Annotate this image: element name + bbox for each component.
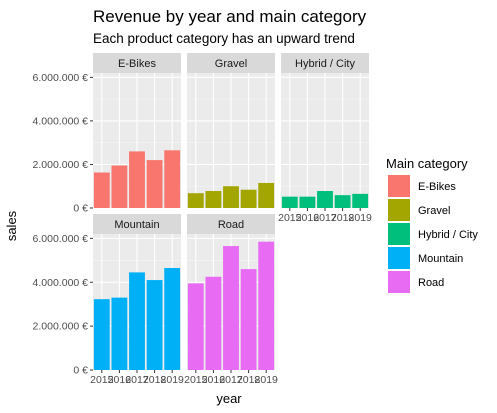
legend-title: Main category bbox=[386, 156, 468, 171]
legend-label-mountain: Mountain bbox=[418, 253, 463, 265]
bar-gravel-2016 bbox=[205, 191, 222, 208]
x-tick-label: 2016 bbox=[108, 374, 132, 386]
y-tick-label: 2.000.000 € bbox=[33, 321, 89, 333]
x-tick-label: 2019 bbox=[255, 374, 279, 386]
bar-hybrid-city-2017 bbox=[317, 191, 333, 208]
strip-gravel bbox=[187, 53, 275, 73]
legend-item-mountain: Mountain bbox=[388, 247, 463, 269]
bar-road-2018 bbox=[240, 269, 257, 370]
x-tick-label: 2015 bbox=[184, 374, 208, 386]
legend-swatch-mountain bbox=[388, 247, 410, 269]
bar-e-bikes-2018 bbox=[146, 160, 163, 208]
chart-subtitle: Each product category has an upward tren… bbox=[93, 31, 355, 46]
strip-label-hybrid-city: Hybrid / City bbox=[295, 58, 355, 70]
legend-item-road: Road bbox=[388, 271, 444, 293]
bar-e-bikes-2017 bbox=[129, 151, 145, 208]
bar-mountain-2017 bbox=[129, 272, 145, 370]
bar-e-bikes-2016 bbox=[111, 165, 128, 208]
bar-hybrid-city-2016 bbox=[299, 196, 316, 208]
bar-mountain-2016 bbox=[111, 297, 128, 370]
panel-gravel: Gravel bbox=[187, 53, 275, 209]
bar-gravel-2015 bbox=[187, 193, 204, 208]
legend-item-hybrid-city: Hybrid / City bbox=[388, 223, 478, 245]
y-tick-label: 2.000.000 € bbox=[33, 159, 89, 171]
strip-mountain bbox=[93, 214, 181, 234]
legend-label-hybrid-city: Hybrid / City bbox=[418, 229, 478, 241]
strip-hybrid-city bbox=[281, 53, 369, 73]
strip-label-e-bikes: E-Bikes bbox=[118, 58, 156, 70]
legend: E-Bikes Gravel Hybrid / City Mountain Road bbox=[388, 175, 478, 293]
x-tick-label: 2016 bbox=[296, 212, 320, 224]
bar-road-2015 bbox=[187, 283, 204, 370]
x-tick-label: 2017 bbox=[313, 212, 337, 224]
strip-label-road: Road bbox=[218, 219, 244, 231]
bar-gravel-2018 bbox=[240, 189, 257, 208]
x-axis-title: year bbox=[216, 391, 242, 406]
x-tick-label: 2018 bbox=[143, 374, 167, 386]
bar-gravel-2017 bbox=[223, 186, 239, 208]
legend-swatch-hybrid-city bbox=[388, 223, 410, 245]
legend-label-gravel: Gravel bbox=[418, 205, 450, 217]
bar-road-2016 bbox=[205, 276, 222, 370]
bar-e-bikes-2019 bbox=[164, 150, 181, 208]
x-tick-label: 2018 bbox=[331, 212, 355, 224]
legend-item-gravel: Gravel bbox=[388, 199, 450, 221]
strip-e-bikes bbox=[93, 53, 181, 73]
panel-e-bikes: E-Bikes 0 € 2.000.000 € 4.000.000 € 6.000.00… bbox=[33, 53, 181, 215]
bar-hybrid-city-2019 bbox=[352, 193, 369, 208]
bar-hybrid-city-2018 bbox=[334, 195, 351, 208]
y-tick-label: 6.000.000 € bbox=[33, 233, 89, 245]
y-tick-label: 4.000.000 € bbox=[33, 115, 89, 127]
panel-mountain: Mountain 0 € 2.000.000 € 4.000.000 € 6.000.0… bbox=[33, 214, 185, 386]
legend-swatch-gravel bbox=[388, 199, 410, 221]
y-tick-label: 0 € bbox=[73, 365, 88, 377]
x-tick-label: 2017 bbox=[219, 374, 243, 386]
x-tick-label: 2019 bbox=[349, 212, 373, 224]
bar-road-2019 bbox=[258, 241, 275, 370]
y-tick-label: 0 € bbox=[73, 203, 88, 215]
facet-panels: E-Bikes 0 € 2.000.000 € 4.000.000 € 6.000.00… bbox=[33, 53, 372, 386]
x-tick-label: 2016 bbox=[202, 374, 226, 386]
strip-label-mountain: Mountain bbox=[114, 219, 159, 231]
bar-gravel-2019 bbox=[258, 182, 275, 208]
legend-label-road: Road bbox=[418, 277, 444, 289]
x-tick-label: 2019 bbox=[161, 374, 185, 386]
y-axis-title: sales bbox=[4, 210, 19, 241]
legend-item-e-bikes: E-Bikes bbox=[388, 175, 456, 197]
bar-road-2017 bbox=[223, 246, 239, 370]
x-tick-label: 2015 bbox=[278, 212, 302, 224]
y-tick-label: 6.000.000 € bbox=[33, 72, 89, 84]
bar-mountain-2015 bbox=[93, 299, 110, 370]
strip-road bbox=[187, 214, 275, 234]
legend-label-e-bikes: E-Bikes bbox=[418, 181, 456, 193]
bar-hybrid-city-2015 bbox=[281, 196, 298, 208]
strip-label-gravel: Gravel bbox=[215, 58, 247, 70]
bar-mountain-2019 bbox=[164, 268, 181, 370]
chart-title: Revenue by year and main category bbox=[93, 7, 367, 26]
x-tick-label: 2018 bbox=[237, 374, 261, 386]
x-tick-label: 2015 bbox=[90, 374, 114, 386]
bar-mountain-2018 bbox=[146, 280, 163, 370]
legend-swatch-road bbox=[388, 271, 410, 293]
bar-e-bikes-2015 bbox=[93, 172, 110, 208]
x-tick-label: 2017 bbox=[125, 374, 149, 386]
y-tick-label: 4.000.000 € bbox=[33, 277, 89, 289]
legend-swatch-e-bikes bbox=[388, 175, 410, 197]
